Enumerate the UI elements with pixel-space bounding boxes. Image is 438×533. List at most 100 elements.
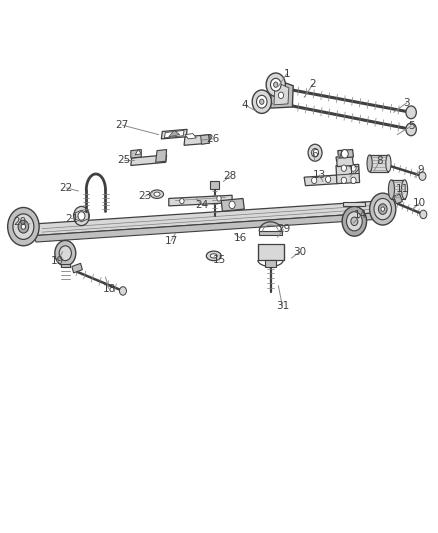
Circle shape [308,144,322,161]
Circle shape [78,212,85,220]
Text: 1: 1 [283,69,290,79]
Polygon shape [169,195,232,206]
Polygon shape [185,134,196,139]
Circle shape [266,73,286,96]
Polygon shape [338,150,353,158]
Polygon shape [18,224,33,241]
Text: 5: 5 [408,121,414,131]
Circle shape [420,210,427,219]
Text: 14: 14 [354,211,367,221]
Polygon shape [271,78,293,108]
Circle shape [341,150,348,158]
Circle shape [217,196,221,201]
Circle shape [180,198,184,204]
Text: 11: 11 [396,184,409,194]
Circle shape [406,123,417,136]
Ellipse shape [206,251,221,261]
Circle shape [419,172,426,180]
Circle shape [74,206,89,225]
Text: 15: 15 [212,255,226,265]
Polygon shape [392,180,405,199]
Circle shape [271,78,281,91]
Text: 13: 13 [313,170,326,180]
Polygon shape [258,244,284,260]
Text: 24: 24 [195,200,208,210]
Text: 28: 28 [224,171,237,181]
Ellipse shape [389,180,395,199]
Text: 26: 26 [206,134,219,144]
Text: 29: 29 [277,224,290,235]
Circle shape [229,201,235,208]
Text: 18: 18 [102,284,116,294]
Circle shape [21,224,25,229]
Circle shape [55,240,76,266]
Polygon shape [274,82,289,105]
Polygon shape [184,135,210,146]
Polygon shape [161,130,187,139]
Circle shape [351,217,358,225]
Text: 20: 20 [13,217,26,227]
Circle shape [18,220,28,233]
Circle shape [374,198,392,220]
Circle shape [260,99,264,104]
Circle shape [370,193,396,225]
Circle shape [341,177,346,183]
Circle shape [59,246,71,261]
Polygon shape [61,264,70,266]
Ellipse shape [150,190,163,198]
Text: 17: 17 [164,236,177,246]
Circle shape [274,82,278,87]
Text: 22: 22 [60,183,73,193]
Circle shape [378,204,387,214]
Text: 16: 16 [233,233,247,243]
Text: 4: 4 [242,100,248,110]
Polygon shape [131,155,166,165]
Text: 25: 25 [117,155,131,165]
Text: 8: 8 [376,156,383,166]
Text: 23: 23 [138,191,152,201]
Text: 7: 7 [336,150,343,160]
Polygon shape [394,194,403,204]
Ellipse shape [154,192,160,196]
Polygon shape [135,150,141,155]
Circle shape [8,207,39,246]
Circle shape [351,165,356,171]
Ellipse shape [367,155,372,172]
Polygon shape [201,135,209,144]
Circle shape [311,177,317,183]
Text: 19: 19 [51,256,64,266]
Circle shape [341,165,346,171]
Text: 31: 31 [276,301,289,311]
Polygon shape [33,212,388,242]
Ellipse shape [386,155,391,172]
Polygon shape [72,263,82,273]
Polygon shape [210,181,219,189]
Polygon shape [304,175,338,185]
Circle shape [346,212,362,231]
Circle shape [252,90,272,114]
Text: 3: 3 [403,98,410,108]
Circle shape [13,214,34,239]
Circle shape [351,177,356,183]
Polygon shape [259,231,282,235]
Polygon shape [343,202,365,206]
Circle shape [279,92,284,99]
Text: 2: 2 [310,79,316,89]
Circle shape [311,149,318,157]
Polygon shape [155,150,166,163]
Text: 21: 21 [65,214,78,224]
Text: 27: 27 [116,120,129,130]
Circle shape [325,176,331,182]
Text: 12: 12 [348,166,361,176]
Text: 6: 6 [311,149,318,159]
Circle shape [406,106,417,119]
Circle shape [381,207,385,211]
Polygon shape [33,200,385,236]
Circle shape [342,206,367,236]
Text: 10: 10 [413,198,427,208]
Ellipse shape [210,254,217,258]
Text: 30: 30 [293,247,307,256]
Polygon shape [131,150,141,158]
Polygon shape [169,131,180,137]
Polygon shape [265,260,276,266]
